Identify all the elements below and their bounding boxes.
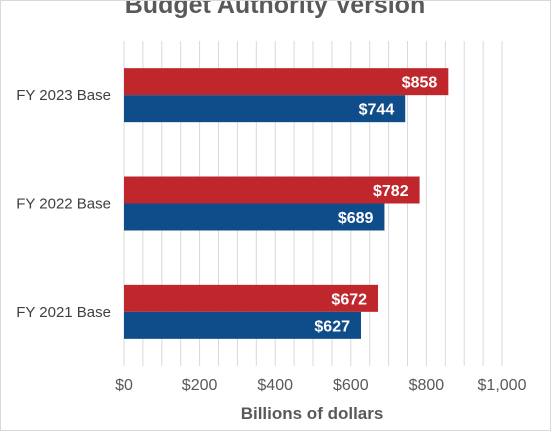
x-tick-labels: $0 $200 $400 $600 $800 $1,000 <box>115 377 526 394</box>
x-tick-label: $200 <box>182 377 218 394</box>
category-label: FY 2022 Base <box>16 196 111 213</box>
bar <box>124 311 362 339</box>
bar <box>124 284 379 312</box>
bar-value-label: $689 <box>338 210 374 227</box>
category-labels: FY 2023 Base FY 2022 Base FY 2021 Base <box>16 87 111 321</box>
x-tick-label: $800 <box>409 377 445 394</box>
bar-value-label: $672 <box>331 291 367 308</box>
bar <box>124 176 420 204</box>
x-tick-label: $600 <box>333 377 369 394</box>
x-axis-label: Billions of dollars <box>241 404 384 423</box>
bar <box>124 203 385 231</box>
bar <box>124 68 449 96</box>
bars: $858 $744 $782 $689 $672 $627 <box>124 68 449 339</box>
category-label: FY 2023 Base <box>16 87 111 104</box>
bar <box>124 95 406 123</box>
x-tick-label: $400 <box>257 377 293 394</box>
bar-value-label: $858 <box>402 75 438 92</box>
bar-value-label: $744 <box>359 102 395 119</box>
bar-value-label: $627 <box>314 318 350 335</box>
x-tick-label: $0 <box>115 377 133 394</box>
bar-value-label: $782 <box>373 183 409 200</box>
chart-title: Budget Authority Version <box>125 1 425 19</box>
category-label: FY 2021 Base <box>16 304 111 321</box>
x-tick-label: $1,000 <box>478 377 527 394</box>
